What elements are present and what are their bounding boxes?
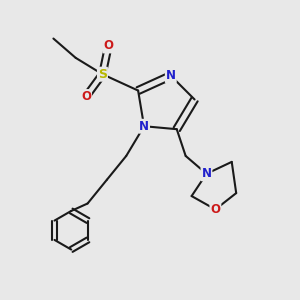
Text: O: O <box>81 90 91 103</box>
Text: N: N <box>202 167 212 180</box>
Text: O: O <box>103 40 113 52</box>
Text: O: O <box>210 203 220 216</box>
Text: N: N <box>166 69 176 82</box>
Text: S: S <box>98 68 107 81</box>
Text: N: N <box>139 120 149 133</box>
